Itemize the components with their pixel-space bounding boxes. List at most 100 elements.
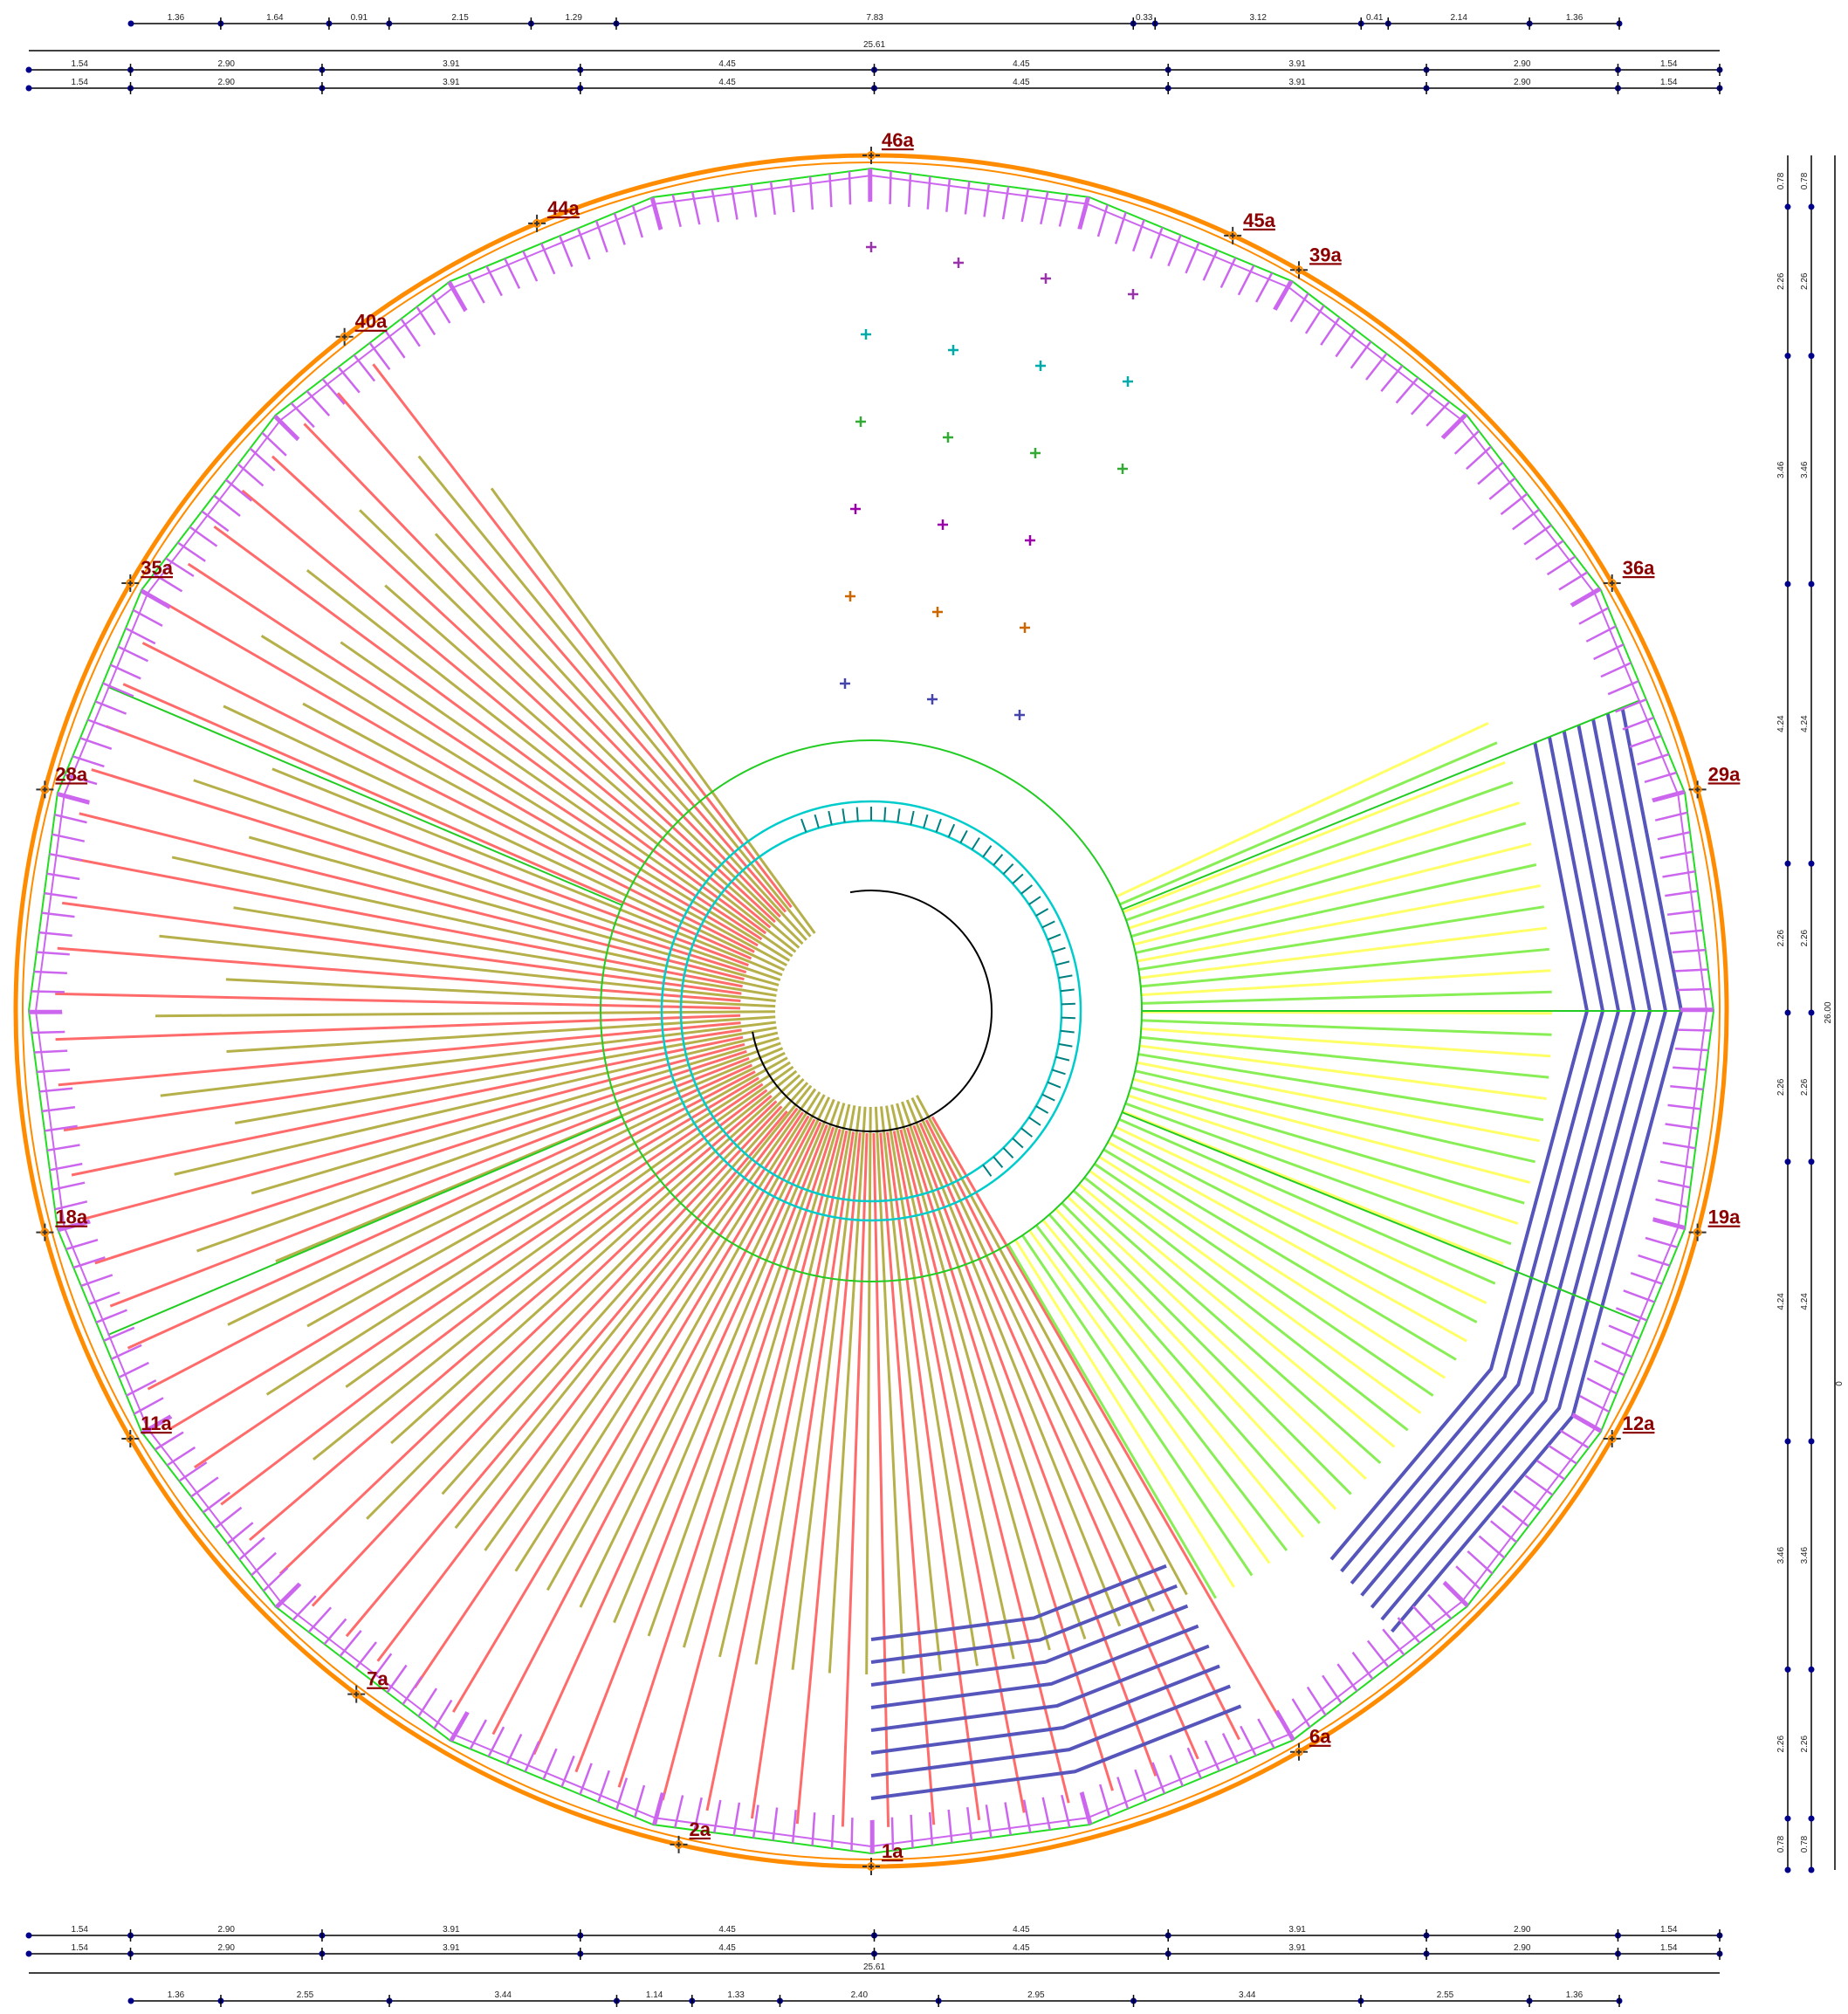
radial-member: [163, 601, 759, 947]
radial-member: [893, 1094, 1051, 1651]
axis-node-cross: [1603, 574, 1621, 592]
radial-member: [345, 1058, 805, 1388]
dimension-node: [1808, 1158, 1815, 1165]
radial-member: [1089, 1169, 1422, 1414]
radial-member: [874, 1097, 905, 1674]
radial-member: [1132, 1077, 1531, 1185]
radial-member: [1138, 905, 1545, 972]
radial-member: [384, 584, 810, 958]
dimension-node: [1784, 1666, 1791, 1673]
dimension-value: 1.54: [1660, 1943, 1678, 1953]
dimension-node: [1784, 1158, 1791, 1165]
radial-member: [71, 1035, 744, 1177]
blue-chevron-member: [1380, 712, 1668, 1621]
axis-node: [352, 1689, 361, 1699]
point-marker: [1014, 710, 1025, 720]
radial-member: [1130, 821, 1527, 938]
dimension-value: 3.46: [1800, 461, 1810, 478]
dimension-value: 0.33: [1136, 13, 1153, 23]
radial-member: [1141, 990, 1552, 1005]
dimension-value: 3.44: [495, 1990, 512, 2000]
axis-node: [867, 1862, 876, 1871]
radial-member: [1119, 741, 1498, 906]
dimension-value: 3.91: [1288, 1925, 1306, 1935]
dimension-value: 4.24: [1776, 715, 1786, 732]
dimension-value: 2.90: [218, 1925, 236, 1935]
dimension-value: 4.24: [1776, 1293, 1786, 1310]
dimension-value: 4.45: [718, 1925, 736, 1935]
dimension-value: 4.45: [1013, 78, 1030, 87]
radial-member: [303, 423, 781, 918]
axis-node: [40, 785, 50, 794]
radial-member: [1048, 1213, 1321, 1524]
radial-member: [907, 1089, 1155, 1612]
radial-member: [91, 768, 747, 974]
dimension-value: 2.26: [1776, 1736, 1786, 1753]
radial-member: [911, 1087, 1188, 1596]
radial-member: [1061, 1201, 1352, 1495]
dimension-value: 2.90: [218, 1943, 236, 1953]
dimension-total: 25.61: [863, 40, 885, 50]
blue-chevron-member: [1360, 725, 1637, 1597]
radial-member: [141, 642, 755, 953]
radial-member: [359, 509, 814, 954]
radial-member: [55, 992, 741, 1010]
radial-member: [878, 1097, 942, 1671]
blue-chevron-member: [1370, 718, 1652, 1609]
radial-member: [196, 1037, 794, 1253]
radial-member: [336, 392, 787, 913]
radial-member: [682, 1094, 848, 1648]
radial-member: [532, 1121, 822, 1756]
point-marker: [845, 591, 855, 601]
radial-member: [1130, 1086, 1525, 1205]
axis-node: [674, 1839, 684, 1849]
point-marker: [855, 416, 866, 427]
radial-member: [892, 1131, 1026, 1813]
radial-member: [63, 1028, 742, 1132]
dimension-value: 7.83: [866, 13, 883, 23]
radial-member: [574, 1124, 828, 1773]
radial-member: [366, 1069, 814, 1520]
dimension-value: 4.45: [1013, 1943, 1030, 1953]
radial-member: [1140, 1035, 1549, 1079]
point-marker: [948, 345, 958, 355]
dimension-value: 2.90: [218, 78, 236, 87]
radial-member: [1107, 1140, 1467, 1343]
ring-ticks: [800, 807, 1075, 1177]
radial-members-layer: [55, 363, 1700, 1827]
radial-member: [1139, 926, 1548, 980]
radial-member: [889, 1096, 1015, 1660]
edge-hatch: [29, 168, 1714, 1853]
dimension-value: 4.45: [718, 1943, 736, 1953]
sector-boundary-line: [1122, 699, 1641, 911]
axis-label: 1a: [882, 1840, 903, 1862]
radial-member: [879, 1132, 936, 1825]
radial-member: [1021, 1234, 1254, 1577]
radial-member: [903, 1091, 1122, 1627]
axis-label: 19a: [1708, 1206, 1741, 1228]
dimension-value: 2.26: [1776, 272, 1786, 290]
radial-member: [441, 1072, 818, 1495]
blue-chevron-member: [870, 1664, 1220, 1755]
blue-chevron-member: [870, 1644, 1210, 1732]
radial-member: [865, 1097, 872, 1674]
dimension-value: 1.36: [1566, 13, 1584, 23]
axis-node: [126, 579, 135, 588]
dimension-value: 1.54: [1660, 78, 1678, 87]
radial-member: [271, 767, 795, 981]
dimension-value: 3.91: [443, 78, 460, 87]
dimension-value: 0.78: [1776, 1835, 1786, 1852]
axis-label: 44a: [547, 197, 580, 219]
blue-chevron-member: [870, 1584, 1178, 1664]
axis-labels-layer: 1a 2a 6a 7a 11a 12a 18a 19a 28a 29a 35a 36a 39a 40a 44…: [36, 129, 1741, 1875]
radial-member: [160, 1019, 789, 1097]
axis-label: 39a: [1309, 244, 1342, 265]
axis-node-cross: [862, 147, 880, 164]
dimension-value: 3.91: [443, 1925, 460, 1935]
radial-member: [1133, 842, 1532, 946]
radial-member: [62, 901, 742, 995]
radial-member: [1083, 1176, 1409, 1432]
radial-member: [1118, 1117, 1496, 1285]
radial-member: [613, 1090, 839, 1624]
sector-boundary-line: [107, 1116, 623, 1337]
